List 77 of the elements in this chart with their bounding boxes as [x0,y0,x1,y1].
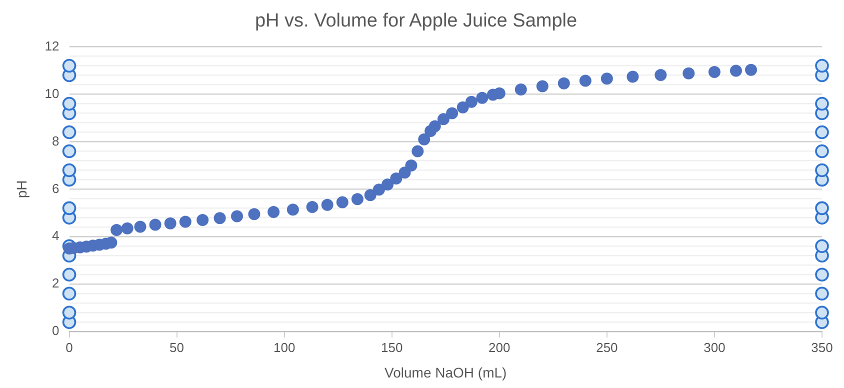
point [62,306,76,320]
point [708,66,720,78]
point [815,306,829,320]
y-tick-label: 6 [52,180,60,196]
point [682,67,695,80]
point [336,196,348,208]
point [815,268,829,282]
point [62,268,76,282]
point [214,212,226,224]
point [514,84,527,96]
point [62,58,76,73]
point [248,208,260,220]
point [456,101,469,114]
point [815,163,829,178]
point [134,220,146,233]
x-tick-label: 0 [66,340,73,355]
y-tick-label: 0 [52,323,60,338]
x-tick-label: 250 [596,340,618,355]
point [418,133,430,146]
point [382,178,394,190]
point [196,214,209,226]
x-tick-label: 100 [273,340,296,355]
point [465,96,478,108]
point [121,222,134,234]
point [149,218,162,231]
point [437,113,450,126]
x-axis-title: Volume NaOH (mL) [384,364,507,380]
point [745,64,758,76]
point [62,96,76,111]
point [62,201,76,216]
point [412,145,424,158]
point [446,107,458,120]
y-tick-label: 10 [44,86,60,101]
point [626,70,639,83]
point [405,159,418,172]
point [654,69,667,82]
point [110,224,123,236]
point [390,172,402,185]
x-tick-label: 150 [381,340,403,355]
x-tick-label: 200 [488,340,510,355]
point [164,217,176,230]
point [579,74,592,87]
point [815,239,829,254]
point [62,144,76,158]
point [428,120,441,132]
x-tick-label: 50 [170,340,184,355]
x-tick-label: 350 [811,340,833,355]
point [62,125,76,140]
chart-title: pH vs. Volume for Apple Juice Sample [254,10,578,32]
point [268,206,280,218]
y-tick-label: 8 [52,133,60,148]
point [600,72,613,85]
point [179,216,192,228]
point [815,144,829,158]
x-tick-label: 300 [704,340,726,355]
point [62,286,76,301]
point [815,125,829,140]
point [231,210,244,222]
point [558,77,570,90]
point [351,193,364,206]
y-tick-label: 12 [44,38,60,54]
y-tick-label: 2 [52,276,60,291]
y-tick-label: 4 [52,228,60,244]
point [815,201,829,216]
point [372,184,385,196]
y-axis-title: pH [13,180,30,198]
point [815,96,829,111]
point [364,189,376,202]
point [815,58,829,73]
point [286,204,299,216]
point [306,201,318,213]
point [536,80,548,92]
point [321,198,334,211]
point [62,163,76,178]
point [815,286,829,301]
point [730,64,742,77]
point [476,92,488,104]
